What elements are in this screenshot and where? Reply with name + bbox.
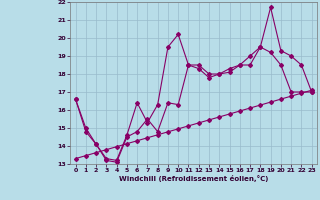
X-axis label: Windchill (Refroidissement éolien,°C): Windchill (Refroidissement éolien,°C)	[119, 175, 268, 182]
